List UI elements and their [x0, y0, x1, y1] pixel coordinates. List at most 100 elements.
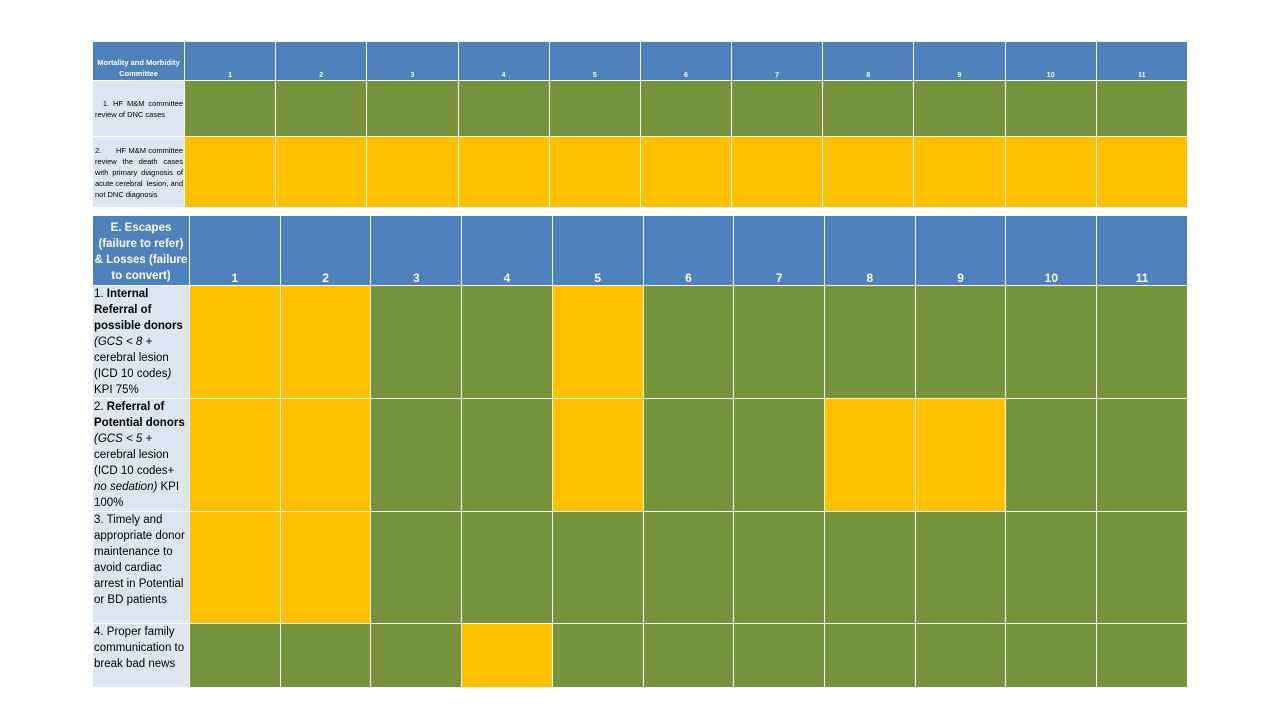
status-cell-green — [279, 623, 372, 688]
status-cell-yellow — [914, 398, 1007, 512]
status-cell-yellow — [551, 398, 644, 512]
status-cell-green — [642, 398, 735, 512]
status-cell-green — [370, 285, 463, 399]
escapes-losses-table: E. Escapes (failure to refer) & Losses (… — [92, 215, 1188, 688]
table-title: Mortality and Morbidity Committee — [92, 41, 185, 81]
status-cell-green — [822, 80, 915, 137]
row-label: 1. Internal Referral of possible donors … — [92, 285, 190, 399]
status-cell-yellow — [639, 136, 733, 208]
status-cell-yellow — [189, 398, 281, 512]
table-row: 1. Internal Referral of possible donors … — [92, 285, 1188, 399]
table-header-row: Mortality and Morbidity Committee 1 2 3 … — [92, 41, 1189, 81]
status-cell-green — [733, 511, 826, 624]
column-header: 4 — [457, 41, 550, 81]
status-cell-green — [731, 80, 824, 137]
column-header: 9 — [914, 215, 1007, 286]
mm-committee-table: Mortality and Morbidity Committee 1 2 3 … — [92, 41, 1189, 208]
status-cell-yellow — [279, 285, 372, 399]
status-cell-green — [461, 398, 553, 512]
status-cell-yellow — [457, 136, 550, 208]
status-cell-yellow — [189, 285, 281, 399]
status-cell-yellow — [913, 136, 1006, 208]
table-title: E. Escapes (failure to refer) & Losses (… — [92, 215, 190, 286]
status-cell-green — [551, 623, 644, 688]
column-header: 10 — [1005, 215, 1098, 286]
column-header: 6 — [642, 215, 735, 286]
status-cell-green — [1095, 80, 1189, 137]
status-cell-yellow — [824, 398, 916, 512]
status-cell-green — [824, 511, 916, 624]
table-row: 4. Proper family communication to break … — [92, 623, 1188, 688]
status-cell-yellow — [189, 511, 281, 624]
column-header: 7 — [731, 41, 824, 81]
status-cell-yellow — [548, 136, 641, 208]
status-cell-green — [1005, 623, 1098, 688]
column-header: 4 — [461, 215, 553, 286]
column-header: 6 — [639, 41, 733, 81]
table-header-row: E. Escapes (failure to refer) & Losses (… — [92, 215, 1188, 286]
column-header: 3 — [366, 41, 459, 81]
status-cell-yellow — [822, 136, 915, 208]
status-cell-green — [639, 80, 733, 137]
status-cell-green — [642, 285, 735, 399]
status-cell-green — [1005, 285, 1098, 399]
column-header: 5 — [548, 41, 641, 81]
status-cell-yellow — [279, 398, 372, 512]
column-header: 8 — [824, 215, 916, 286]
row-label: 2. Referral of Potential donors (GCS < 5… — [92, 398, 190, 512]
status-cell-green — [1096, 285, 1188, 399]
status-cell-green — [1005, 398, 1098, 512]
status-cell-green — [1005, 511, 1098, 624]
column-header: 2 — [279, 215, 372, 286]
table-row: 3. Timely and appropriate donor maintena… — [92, 511, 1188, 624]
column-header: 1 — [183, 41, 277, 81]
status-cell-green — [914, 511, 1007, 624]
status-cell-green — [642, 511, 735, 624]
column-header: 11 — [1096, 215, 1188, 286]
status-cell-yellow — [1095, 136, 1189, 208]
status-cell-yellow — [279, 511, 372, 624]
status-cell-yellow — [1004, 136, 1097, 208]
status-cell-yellow — [275, 136, 368, 208]
row-label: 3. Timely and appropriate donor maintena… — [92, 511, 190, 624]
status-cell-yellow — [731, 136, 824, 208]
table-row: 2. HF M&M committee review the death cas… — [92, 136, 1189, 208]
status-cell-green — [370, 398, 463, 512]
status-cell-green — [548, 80, 641, 137]
status-cell-green — [913, 80, 1006, 137]
column-header: 9 — [913, 41, 1006, 81]
status-cell-green — [733, 623, 826, 688]
status-cell-green — [551, 511, 644, 624]
status-cell-yellow — [183, 136, 277, 208]
column-header: 10 — [1004, 41, 1097, 81]
status-cell-green — [1096, 511, 1188, 624]
status-cell-green — [642, 623, 735, 688]
column-header: 8 — [822, 41, 915, 81]
status-cell-green — [914, 285, 1007, 399]
status-cell-yellow — [551, 285, 644, 399]
status-cell-green — [275, 80, 368, 137]
column-header: 1 — [189, 215, 281, 286]
status-cell-green — [461, 285, 553, 399]
row-label: 1. HF M&M committee review of DNC cases — [92, 80, 185, 137]
column-header: 2 — [275, 41, 368, 81]
status-cell-yellow — [366, 136, 459, 208]
status-cell-green — [457, 80, 550, 137]
status-cell-green — [824, 623, 916, 688]
status-cell-green — [370, 623, 463, 688]
status-cell-green — [1096, 398, 1188, 512]
table-row: 1. HF M&M committee review of DNC cases — [92, 80, 1189, 137]
column-header: 3 — [370, 215, 463, 286]
table-row: 2. Referral of Potential donors (GCS < 5… — [92, 398, 1188, 512]
status-cell-green — [914, 623, 1007, 688]
row-label: 4. Proper family communication to break … — [92, 623, 190, 688]
status-cell-green — [189, 623, 281, 688]
status-cell-green — [366, 80, 459, 137]
status-cell-green — [183, 80, 277, 137]
status-cell-green — [1004, 80, 1097, 137]
status-cell-green — [733, 398, 826, 512]
status-cell-yellow — [461, 623, 553, 688]
status-cell-green — [1096, 623, 1188, 688]
status-cell-green — [461, 511, 553, 624]
column-header: 11 — [1095, 41, 1189, 81]
